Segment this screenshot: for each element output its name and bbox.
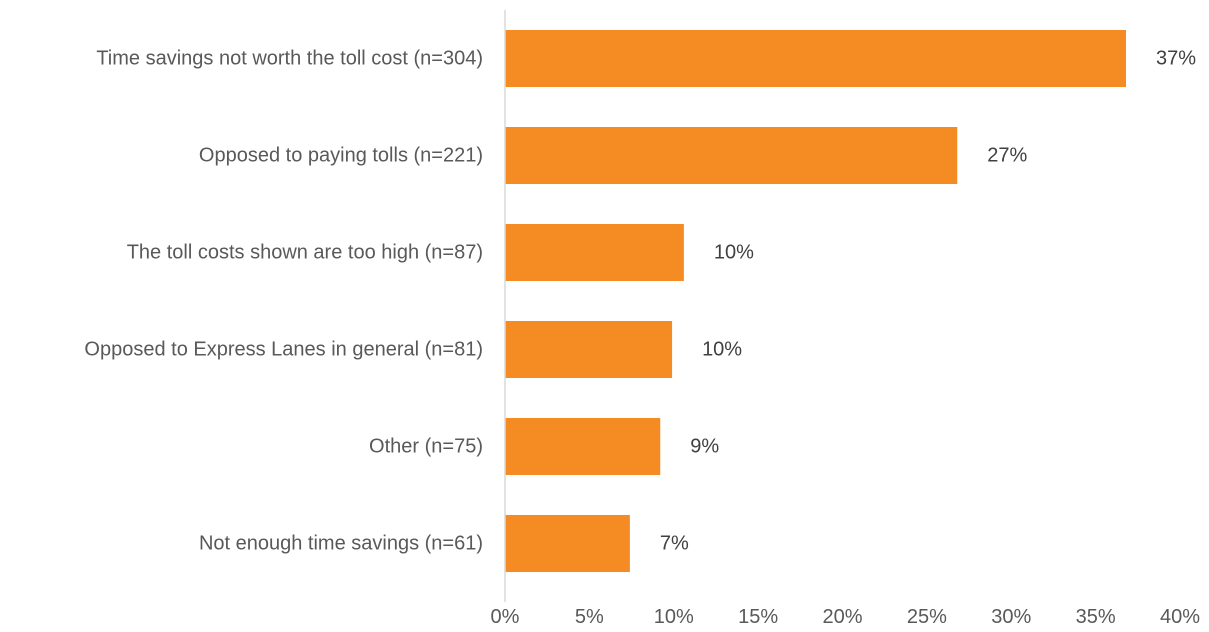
category-label-0: Time savings not worth the toll cost (n=…: [96, 48, 483, 70]
bar-0: [505, 30, 1126, 87]
x-tick-label-5: 25%: [907, 606, 947, 628]
value-label-0: 37%: [1156, 48, 1196, 70]
bar-5: [505, 515, 630, 572]
category-label-1: Opposed to paying tolls (n=221): [199, 145, 483, 167]
bars-group: [505, 30, 1126, 572]
x-tick-label-0: 0%: [491, 606, 520, 628]
category-label-5: Not enough time savings (n=61): [199, 533, 483, 555]
x-tick-label-8: 40%: [1160, 606, 1200, 628]
value-labels: 37% 27% 10% 10% 9% 7%: [660, 48, 1196, 555]
value-label-3: 10%: [702, 339, 742, 361]
category-label-4: Other (n=75): [369, 436, 483, 458]
category-label-2: The toll costs shown are too high (n=87): [127, 242, 483, 264]
x-tick-label-6: 30%: [991, 606, 1031, 628]
value-label-1: 27%: [987, 145, 1027, 167]
x-tick-label-1: 5%: [575, 606, 604, 628]
value-label-5: 7%: [660, 533, 689, 555]
x-tick-label-4: 20%: [822, 606, 862, 628]
category-label-3: Opposed to Express Lanes in general (n=8…: [84, 339, 483, 361]
x-tick-label-7: 35%: [1076, 606, 1116, 628]
x-axis-tick-labels: 0% 5% 10% 15% 20% 25% 30% 35% 40%: [491, 606, 1201, 628]
value-label-2: 10%: [714, 242, 754, 264]
category-labels: Time savings not worth the toll cost (n=…: [84, 48, 483, 555]
value-label-4: 9%: [690, 436, 719, 458]
bar-4: [505, 418, 661, 475]
bar-2: [505, 224, 684, 281]
bar-1: [505, 127, 958, 184]
x-tick-label-3: 15%: [738, 606, 778, 628]
x-tick-label-2: 10%: [654, 606, 694, 628]
bar-3: [505, 321, 673, 378]
